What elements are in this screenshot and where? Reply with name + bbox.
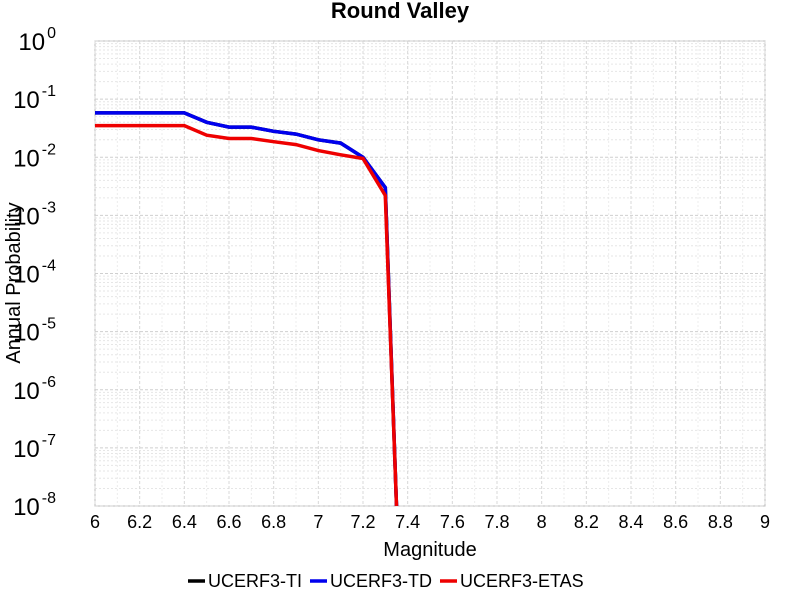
y-axis-label: Annual Probability [3, 202, 25, 363]
series-layer [95, 111, 399, 507]
legend-label: UCERF3-TI [208, 571, 302, 591]
x-tick-label: 7.4 [395, 512, 420, 532]
y-tick-label: 10 -4 [13, 258, 56, 289]
series-line-ucerf3-etas [95, 123, 399, 507]
x-tick-label: 6 [90, 512, 100, 532]
x-tick-label: 6.8 [261, 512, 286, 532]
chart-title: Round Valley [331, 0, 470, 23]
legend-label: UCERF3-ETAS [460, 571, 584, 591]
x-tick-label: 7 [313, 512, 323, 532]
x-tick-label: 8.4 [618, 512, 643, 532]
x-axis-ticks: 6 6.2 6.4 6.6 6.8 7 7.2 7.4 7.6 7.8 8 8.2 8.4 8.6 8.8 9 [90, 512, 770, 532]
y-tick-label: 10 -6 [13, 374, 56, 405]
x-tick-label: 6.6 [216, 512, 241, 532]
legend-label: UCERF3-TD [330, 571, 432, 591]
x-tick-label: 6.2 [127, 512, 152, 532]
x-axis-label: Magnitude [383, 539, 476, 561]
legend: UCERF3-TI UCERF3-TD UCERF3-ETAS [188, 571, 584, 591]
x-tick-label: 9 [760, 512, 770, 532]
x-tick-label: 8.2 [574, 512, 599, 532]
x-tick-label: 7.6 [440, 512, 465, 532]
x-tick-label: 7.8 [484, 512, 509, 532]
x-tick-label: 8 [537, 512, 547, 532]
y-tick-label: 10 -3 [13, 199, 56, 230]
y-tick-label: 10 0 [18, 25, 56, 56]
x-tick-label: 7.2 [350, 512, 375, 532]
y-tick-label: 10 -1 [13, 83, 56, 114]
grid-major [94, 40, 766, 507]
y-tick-label: 10 -7 [13, 432, 56, 463]
series-line-ucerf3-td [95, 111, 399, 507]
y-tick-label: 10 -5 [13, 316, 56, 347]
x-tick-label: 6.4 [172, 512, 197, 532]
y-tick-label: 10 -8 [13, 490, 56, 521]
x-tick-label: 8.8 [708, 512, 733, 532]
y-tick-label: 10 -2 [13, 141, 56, 172]
x-tick-label: 8.6 [663, 512, 688, 532]
